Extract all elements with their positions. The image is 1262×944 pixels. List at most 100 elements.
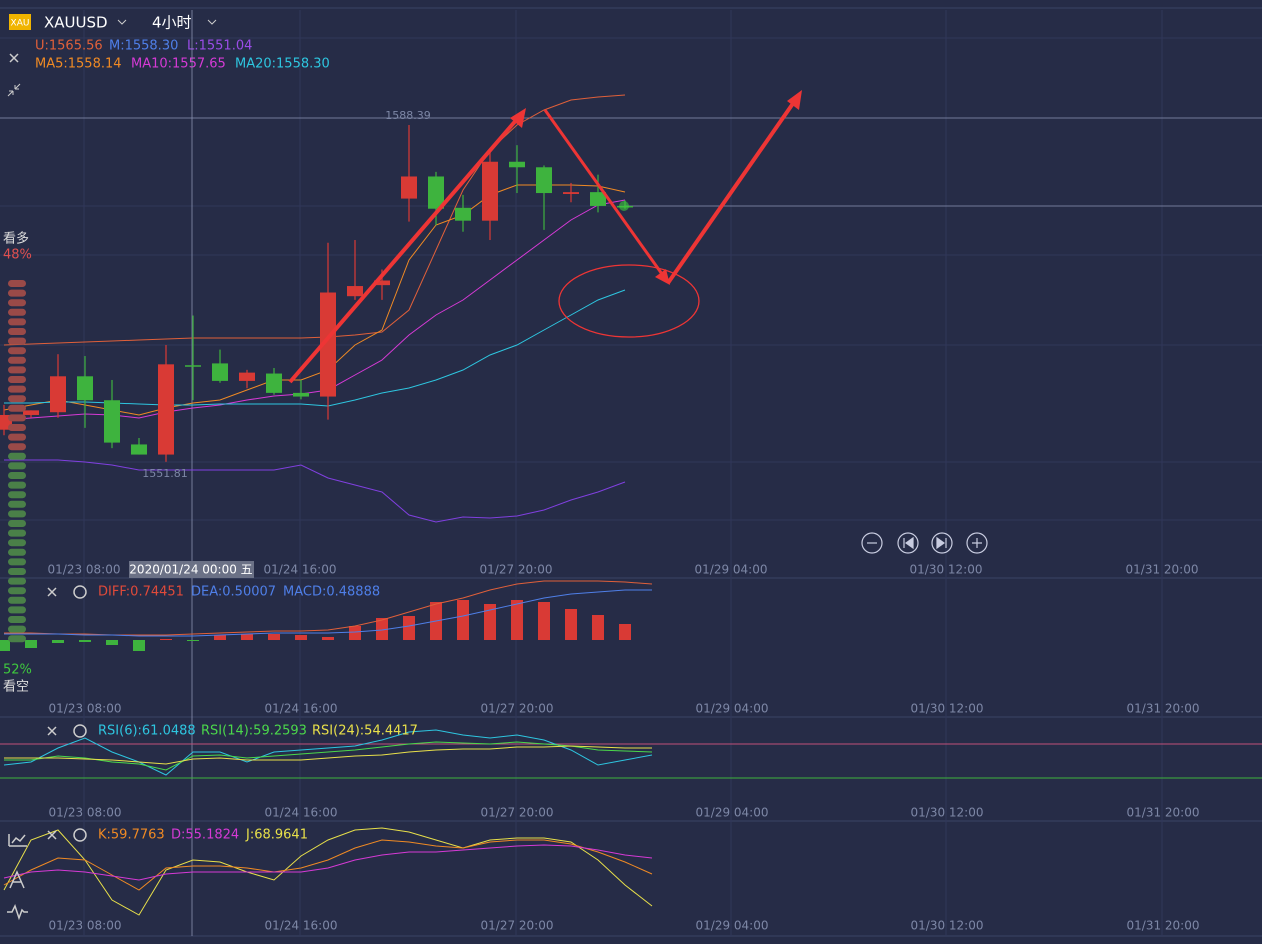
zoom-in[interactable] — [966, 532, 988, 554]
macd-bar — [322, 637, 334, 640]
ma20-line — [4, 289, 626, 407]
macd-diff: DIFF:0.74451 — [98, 585, 184, 600]
candle-body — [185, 365, 201, 367]
dropdown-icon[interactable] — [117, 19, 127, 25]
time-label: 01/24 16:00 — [265, 806, 338, 820]
boll-lower-line — [4, 459, 626, 523]
rsi24: RSI(24):54.4417 — [312, 724, 418, 739]
candle-body — [563, 192, 579, 194]
frame — [0, 7, 1262, 937]
candle-body — [401, 176, 417, 199]
symbol-icon — [9, 14, 31, 30]
macd-bar — [25, 640, 37, 648]
time-label: 01/27 20:00 — [481, 702, 554, 716]
time-label: 01/29 04:00 — [696, 806, 769, 820]
sentiment-dot — [8, 424, 26, 431]
sentiment-dot — [8, 347, 26, 355]
crosshair-time-box — [129, 561, 254, 578]
ma10-label: MA10:1557.65 — [131, 57, 226, 72]
macd-bar — [511, 600, 523, 640]
time-label: 01/30 12:00 — [911, 702, 984, 716]
candle-body — [590, 192, 606, 206]
macd-bar — [538, 602, 550, 640]
macd-bar — [160, 639, 172, 640]
sentiment-dot — [8, 587, 26, 595]
zoom-out[interactable] — [861, 532, 883, 554]
sentiment-dot — [8, 577, 26, 585]
panel-icons — [7, 585, 87, 921]
macd-bar — [484, 604, 496, 640]
go-end[interactable] — [931, 532, 953, 554]
time-label: 01/24 16:00 — [264, 563, 337, 577]
collapse-icon[interactable] — [7, 83, 21, 97]
go-start[interactable] — [897, 532, 919, 554]
close-icon[interactable] — [9, 53, 19, 63]
candle-body — [374, 280, 390, 286]
time-label: 01/24 16:00 — [265, 919, 338, 933]
time-label: 01/24 16:00 — [265, 702, 338, 716]
macd-bar — [0, 640, 10, 651]
time-label: 01/23 08:00 — [48, 563, 121, 577]
sentiment-dot — [8, 616, 26, 623]
grid — [0, 10, 1262, 936]
sentiment-dot — [8, 289, 26, 297]
ma10-line — [3, 199, 626, 421]
bull-label: 看多 — [3, 231, 29, 247]
sentiment-dot — [8, 500, 26, 508]
time-label: 01/23 08:00 — [49, 702, 122, 716]
macd-bar — [79, 640, 91, 642]
settings-icon[interactable] — [73, 724, 87, 738]
j-line — [3, 827, 653, 916]
bear-label: 看空 — [3, 679, 29, 695]
candle-body — [482, 161, 498, 221]
macd-bar — [565, 609, 577, 640]
close-icon[interactable] — [47, 587, 57, 597]
time-label: 01/31 20:00 — [1127, 919, 1200, 933]
sentiment-dot — [8, 414, 26, 422]
settings-icon[interactable] — [73, 828, 87, 842]
time-label: 01/30 12:00 — [910, 563, 983, 577]
indicator-tool[interactable] — [7, 904, 28, 921]
symbol[interactable]: XAUUSD — [44, 14, 108, 32]
candle-body — [455, 207, 471, 221]
rsi14-line — [4, 741, 653, 771]
candle-body — [239, 372, 255, 381]
sentiment-dot — [8, 299, 26, 307]
draw-tool[interactable] — [9, 870, 25, 889]
candle-body — [50, 376, 66, 413]
macd-bar — [457, 600, 469, 640]
time-label: 01/23 08:00 — [49, 919, 122, 933]
boll-lower: L:1551.04 — [187, 39, 252, 54]
annotations — [288, 90, 802, 384]
kdj-k: K:59.7763 — [98, 828, 165, 843]
macd-bar — [52, 640, 64, 643]
sentiment-dot — [8, 308, 26, 316]
interval[interactable]: 4小时 — [152, 14, 192, 32]
close-icon[interactable] — [47, 726, 57, 736]
d-line — [3, 844, 653, 881]
sentiment-dot — [8, 452, 26, 460]
sentiment-dot — [8, 462, 26, 470]
sentiment-dot — [8, 376, 26, 383]
macd-bar — [214, 635, 226, 640]
sentiment-dot — [8, 337, 26, 345]
sentiment-dot — [8, 472, 26, 479]
macd-bar — [268, 634, 280, 640]
time-label: 01/29 04:00 — [696, 702, 769, 716]
ma5-line — [3, 184, 626, 416]
sentiment-dot — [8, 491, 26, 499]
dropdown-icon[interactable] — [207, 19, 217, 25]
sentiment-dot — [8, 529, 26, 537]
candle-body — [536, 167, 552, 194]
close-icon[interactable] — [47, 830, 57, 840]
sentiment-dot — [8, 606, 26, 614]
settings-icon[interactable] — [73, 585, 87, 599]
sentiment-dot — [8, 328, 26, 335]
macd-bar — [403, 616, 415, 640]
time-label: 01/31 20:00 — [1127, 806, 1200, 820]
macd-value: MACD:0.48888 — [283, 585, 380, 600]
sentiment-dot — [8, 548, 26, 556]
chart-tool[interactable] — [8, 834, 27, 847]
candle-body — [293, 392, 309, 397]
rsi6-line — [3, 729, 653, 776]
